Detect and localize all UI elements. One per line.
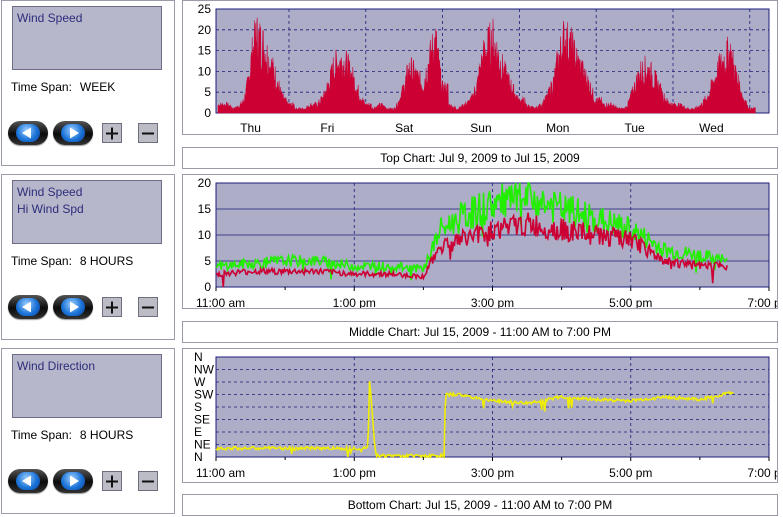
y-tick-label: 15 — [198, 202, 212, 216]
minus-icon — [142, 306, 154, 309]
x-tick-label: 5:00 pm — [609, 466, 652, 480]
y-tick-label: 5 — [204, 85, 211, 99]
legend-box: Wind Speed — [12, 6, 162, 70]
legend-box: Wind Direction — [12, 354, 162, 418]
y-tick-label: 10 — [198, 64, 212, 78]
legend-item: Hi Wind Spd — [17, 202, 84, 216]
time-span-value: 8 HOURS — [79, 254, 134, 268]
series-wind-speed — [217, 17, 756, 114]
legend-item: Wind Speed — [17, 185, 83, 199]
time-span: Time Span: WEEK — [11, 80, 115, 94]
top-chart-panel: 0 5 10 15 20 25 Thu Fri Sat Sun Mon Tue Wed — [182, 0, 778, 135]
back-button[interactable] — [8, 295, 48, 319]
forward-button[interactable] — [53, 469, 93, 493]
control-panel-top: Wind Speed Time Span: WEEK — [1, 0, 175, 166]
x-tick-label: Sun — [470, 121, 491, 134]
forward-button[interactable] — [53, 121, 93, 145]
zoom-out-button[interactable] — [138, 123, 158, 143]
legend-item: Wind Speed — [17, 11, 83, 25]
y-tick-label: 5 — [204, 254, 211, 268]
y-tick-label: N — [194, 450, 203, 464]
time-span-label: Time Span: — [11, 80, 72, 94]
x-tick-label: Wed — [699, 121, 723, 134]
right-arrow-icon — [70, 127, 79, 139]
left-arrow-icon — [22, 301, 31, 313]
time-span: Time Span: 8 HOURS — [11, 254, 133, 268]
y-tick-label: 10 — [198, 228, 212, 242]
x-tick-label: 1:00 pm — [333, 466, 376, 480]
x-tick-label: Thu — [240, 121, 261, 134]
right-arrow-icon — [70, 301, 79, 313]
zoom-in-button[interactable] — [102, 297, 122, 317]
top-chart-caption: Top Chart: Jul 9, 2009 to Jul 15, 2009 — [182, 147, 778, 169]
y-tick-label: SE — [194, 413, 210, 427]
y-tick-label: 25 — [198, 2, 212, 16]
x-tick-label: Fri — [320, 121, 334, 134]
top-chart: 0 5 10 15 20 25 Thu Fri Sat Sun Mon Tue Wed — [198, 2, 770, 135]
y-tick-label: S — [194, 400, 202, 414]
y-tick-label: N — [194, 350, 203, 364]
x-tick-label: Tue — [624, 121, 645, 134]
x-tick-label: 3:00 pm — [471, 466, 514, 480]
x-tick-label: 11:00 am — [196, 466, 245, 480]
bottom-chart-caption: Bottom Chart: Jul 15, 2009 - 11:00 AM to… — [182, 494, 778, 516]
series-line — [215, 381, 734, 460]
y-tick-label: W — [194, 375, 206, 389]
forward-button[interactable] — [53, 295, 93, 319]
minus-icon — [142, 132, 154, 135]
time-span-label: Time Span: — [11, 428, 72, 442]
control-panel-middle: Wind Speed Hi Wind Spd Time Span: 8 HOURS — [1, 174, 175, 340]
plus-icon — [106, 475, 118, 488]
x-tick-label: 1:00 pm — [333, 296, 376, 308]
zoom-in-button[interactable] — [102, 123, 122, 143]
right-arrow-icon — [70, 475, 79, 487]
middle-chart-caption: Middle Chart: Jul 15, 2009 - 11:00 AM to… — [182, 321, 778, 343]
y-tick-label: SW — [194, 388, 214, 402]
zoom-out-button[interactable] — [138, 471, 158, 491]
left-arrow-icon — [22, 127, 31, 139]
x-tick-label: 11:00 am — [196, 296, 245, 308]
series-line — [215, 182, 728, 281]
back-button[interactable] — [8, 469, 48, 493]
back-button[interactable] — [8, 121, 48, 145]
minus-icon — [142, 480, 154, 483]
y-tick-label: 15 — [198, 44, 212, 58]
middle-chart-panel: 0 5 10 15 20 11:00 am 1:00 pm 3:00 pm 5:00 pm 7:0… — [182, 174, 783, 310]
y-tick-label: 0 — [204, 280, 211, 294]
nav-buttons — [8, 295, 168, 319]
y-tick-label: 20 — [198, 23, 212, 37]
left-arrow-icon — [22, 475, 31, 487]
y-tick-label: 20 — [198, 176, 212, 190]
nav-buttons — [8, 469, 168, 493]
x-tick-label: Mon — [546, 121, 569, 134]
y-tick-label: NW — [194, 363, 215, 377]
zoom-out-button[interactable] — [138, 297, 158, 317]
legend-item: Wind Direction — [17, 359, 96, 373]
zoom-in-button[interactable] — [102, 471, 122, 491]
bottom-chart-panel: N NE E SE S SW W NW N 11:00 am 1:00 pm 3:00 pm 5:00 … — [182, 348, 783, 483]
time-span-label: Time Span: — [11, 254, 72, 268]
middle-chart: 0 5 10 15 20 11:00 am 1:00 pm 3:00 pm 5:00 pm 7:0… — [196, 176, 783, 310]
control-panel-bottom: Wind Direction Time Span: 8 HOURS — [1, 348, 175, 514]
x-tick-label: 5:00 pm — [609, 296, 652, 308]
time-span-value: 8 HOURS — [79, 428, 134, 442]
x-tick-label: 3:00 pm — [471, 296, 514, 308]
time-span-value: WEEK — [79, 80, 116, 94]
x-tick-label: Sat — [395, 121, 414, 134]
y-tick-label: E — [194, 425, 202, 439]
nav-buttons — [8, 121, 168, 145]
time-span: Time Span: 8 HOURS — [11, 428, 133, 442]
y-tick-label: NE — [194, 438, 211, 452]
plus-icon — [106, 301, 118, 314]
legend-box: Wind Speed Hi Wind Spd — [12, 180, 162, 244]
y-tick-label: 0 — [204, 106, 211, 120]
plus-icon — [106, 127, 118, 140]
series-line — [215, 212, 728, 288]
x-tick-label: 7:00 pm — [747, 466, 777, 480]
x-tick-label: 7:00 pm — [747, 296, 777, 308]
